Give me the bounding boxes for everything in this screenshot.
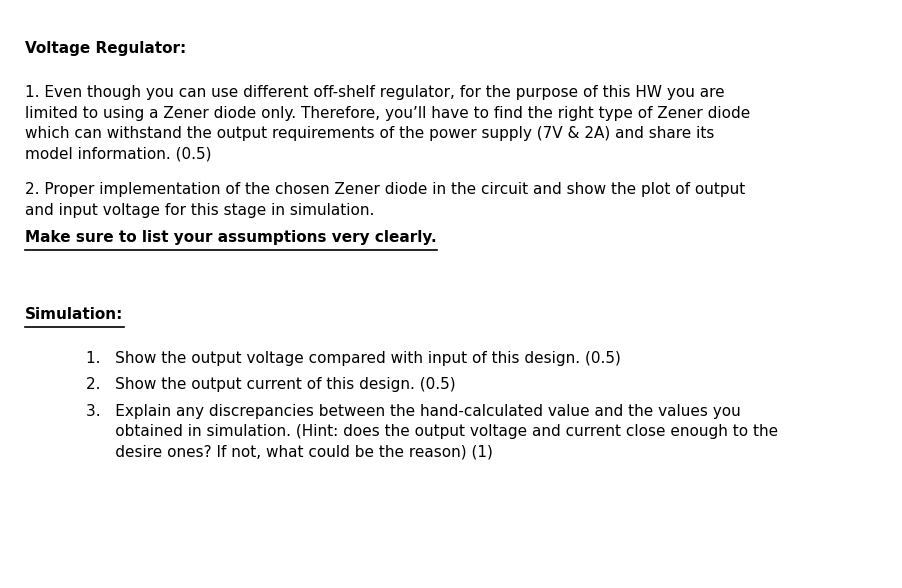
Text: Voltage Regulator:: Voltage Regulator: — [25, 41, 187, 56]
Text: 2.   Show the output current of this design. (0.5): 2. Show the output current of this desig… — [86, 377, 456, 393]
Text: Make sure to list your assumptions very clearly.: Make sure to list your assumptions very … — [25, 230, 437, 246]
Text: 1. Even though you can use different off-shelf regulator, for the purpose of thi: 1. Even though you can use different off… — [25, 85, 750, 162]
Text: 3.   Explain any discrepancies between the hand-calculated value and the values : 3. Explain any discrepancies between the… — [86, 404, 778, 460]
Text: 2. Proper implementation of the chosen Zener diode in the circuit and show the p: 2. Proper implementation of the chosen Z… — [25, 182, 746, 218]
Text: Simulation:: Simulation: — [25, 307, 124, 322]
Text: 1.   Show the output voltage compared with input of this design. (0.5): 1. Show the output voltage compared with… — [86, 351, 621, 366]
